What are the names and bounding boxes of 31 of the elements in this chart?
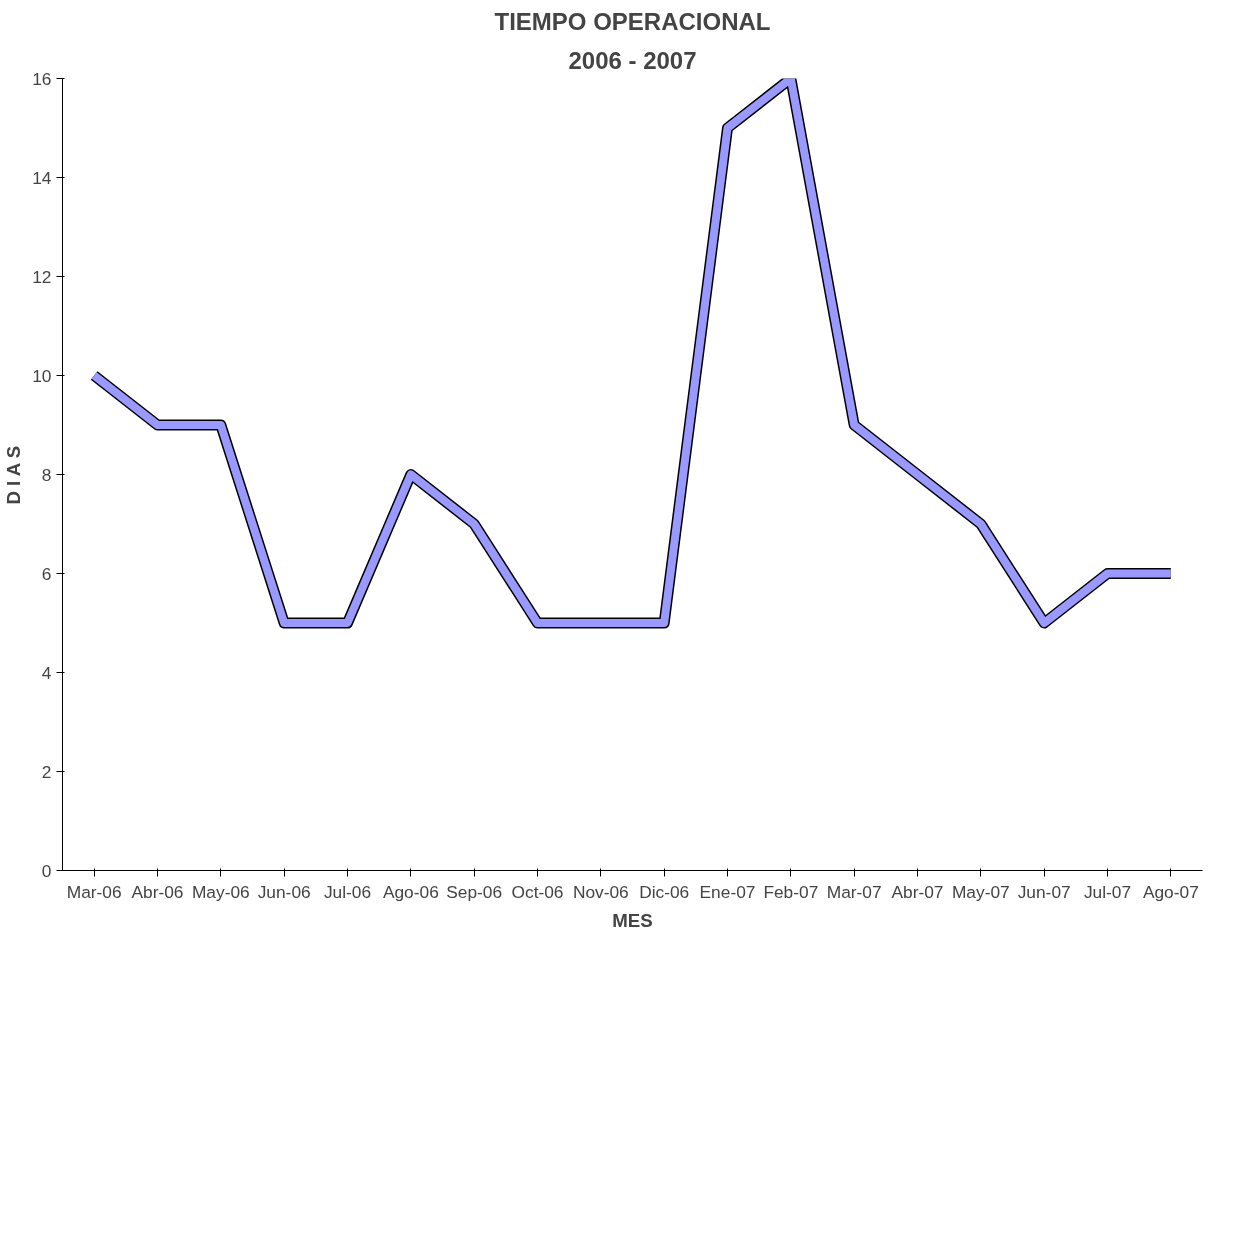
chart-subtitle: 2006 - 2007 bbox=[568, 46, 697, 74]
x-tick-label: May-06 bbox=[191, 881, 250, 902]
x-tick-label: Abr-06 bbox=[131, 881, 184, 902]
x-tick-label: Nov-06 bbox=[572, 881, 629, 902]
x-tick-label: Feb-07 bbox=[763, 881, 819, 902]
chart-title: TIEMPO OPERACIONAL bbox=[494, 7, 771, 35]
y-tick-label: 10 bbox=[32, 365, 52, 386]
x-tick-label: Jun-06 bbox=[257, 881, 311, 902]
x-tick-label: Ene-07 bbox=[699, 881, 756, 902]
x-tick-label: May-07 bbox=[951, 881, 1010, 902]
x-tick-label: Sep-06 bbox=[446, 881, 503, 902]
x-tick-label: Mar-07 bbox=[826, 881, 882, 902]
y-tick-label: 6 bbox=[41, 563, 52, 584]
y-tick-label: 0 bbox=[41, 860, 52, 881]
x-tick-label: Ago-07 bbox=[1142, 881, 1199, 902]
y-tick-label: 14 bbox=[32, 167, 52, 188]
x-tick-label: Mar-06 bbox=[66, 881, 122, 902]
y-tick-label: 2 bbox=[41, 761, 52, 782]
y-tick-label: 16 bbox=[32, 68, 52, 89]
x-tick-label: Dic-06 bbox=[639, 881, 690, 902]
x-tick-label: Jul-06 bbox=[323, 881, 372, 902]
x-tick-label: Abr-07 bbox=[891, 881, 944, 902]
y-tick-label: 8 bbox=[41, 464, 52, 485]
x-tick-label: Ago-06 bbox=[382, 881, 439, 902]
x-tick-label: Jun-07 bbox=[1017, 881, 1071, 902]
x-axis-title: MES bbox=[612, 909, 653, 931]
y-tick-label: 12 bbox=[32, 266, 52, 287]
y-axis-title: D I A S bbox=[3, 445, 25, 505]
y-tick-label: 4 bbox=[41, 662, 52, 683]
x-tick-label: Jul-07 bbox=[1083, 881, 1132, 902]
x-tick-label: Oct-06 bbox=[511, 881, 564, 902]
